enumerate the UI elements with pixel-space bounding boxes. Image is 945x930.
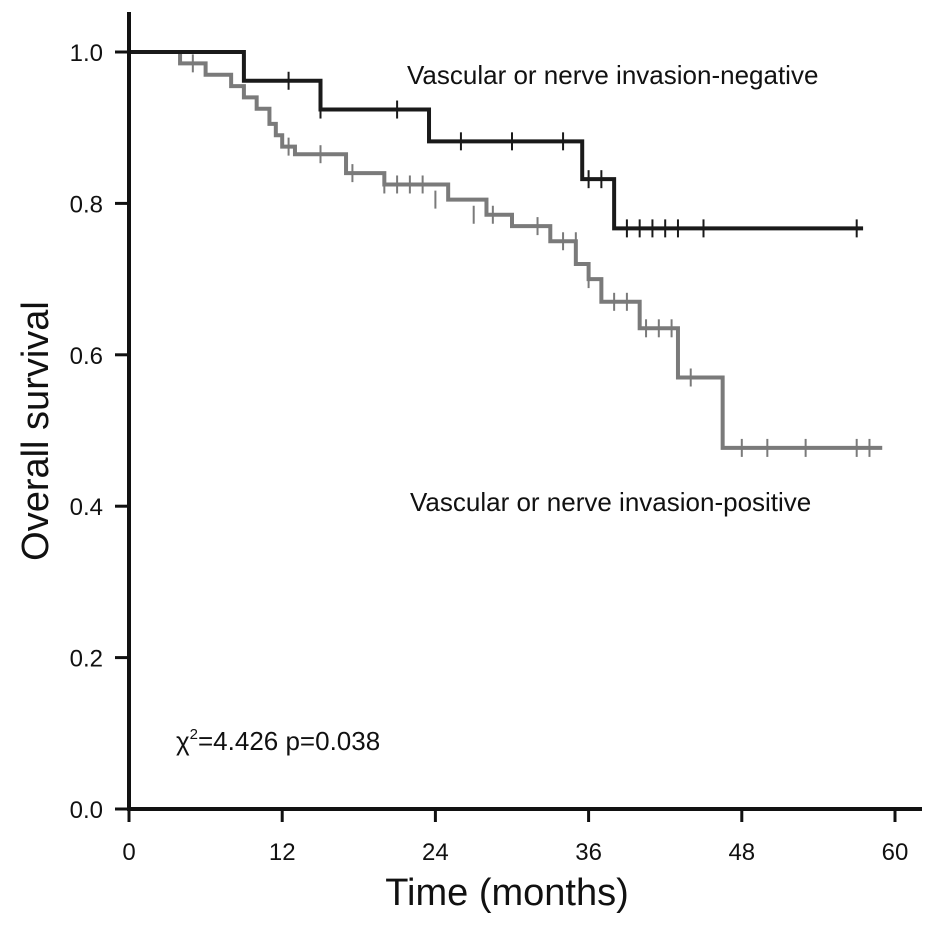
axis-ticks: 0 12 24 36 48 60 0.0 0.2 0.4 0.6 0.8 1.0 (70, 40, 909, 866)
y-tick-label: 0.4 (70, 494, 103, 521)
y-tick-label: 0.6 (70, 343, 103, 370)
negative-survival-curve (129, 50, 864, 231)
stat-values: =4.426 p=0.038 (198, 726, 380, 756)
x-tick-label: 24 (422, 839, 449, 866)
y-tick-label: 0.8 (70, 191, 103, 218)
y-axis-title: Overall survival (15, 301, 57, 561)
negative-series-label: Vascular or nerve invasion-negative (407, 60, 818, 90)
y-tick-label: 0.2 (70, 646, 103, 673)
x-tick-label: 48 (728, 839, 755, 866)
y-tick-label: 1.0 (70, 40, 103, 67)
positive-series-label: Vascular or nerve invasion-positive (410, 487, 811, 517)
x-tick-label: 60 (882, 839, 909, 866)
chi-exponent: 2 (190, 726, 198, 743)
y-tick-label: 0.0 (70, 797, 103, 824)
chi-square-statistic: χ2=4.426 p=0.038 (176, 726, 380, 756)
x-axis-title: Time (months) (385, 872, 629, 914)
x-tick-label: 36 (575, 839, 602, 866)
positive-series (129, 50, 883, 457)
x-tick-label: 0 (122, 839, 135, 866)
chi-symbol: χ (176, 726, 190, 756)
positive-survival-curve (129, 50, 883, 450)
x-tick-label: 12 (269, 839, 296, 866)
negative-series (129, 50, 864, 238)
axes (127, 12, 922, 811)
survival-curves (129, 50, 883, 457)
